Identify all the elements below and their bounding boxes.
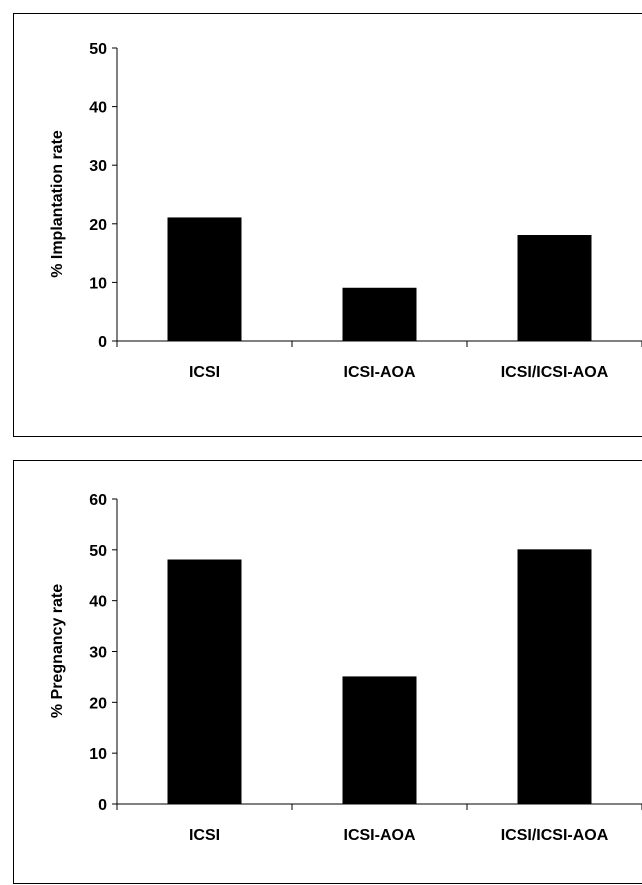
y-tick-label: 50 bbox=[89, 543, 107, 560]
y-tick-label: 20 bbox=[89, 695, 107, 712]
y-tick-label: 60 bbox=[89, 492, 107, 509]
y-tick-label: 40 bbox=[89, 594, 107, 611]
bar-icsi-aoa bbox=[342, 287, 417, 342]
bar-icsi bbox=[167, 217, 242, 342]
y-tick-label: 30 bbox=[89, 645, 107, 662]
x-category-label: ICSI bbox=[189, 364, 220, 381]
y-axis-title: % Implantation rate bbox=[49, 130, 66, 278]
bar-icsi-icsi-aoa bbox=[517, 235, 592, 342]
x-category-label: ICSI-AOA bbox=[344, 364, 416, 381]
x-category-label: ICSI/ICSI-AOA bbox=[501, 364, 609, 381]
y-tick-label: 40 bbox=[89, 100, 107, 117]
implantation-chart-panel: % Implantation rate 0 10 20 30 40 50 ICSI ICSI-… bbox=[13, 13, 642, 437]
pregnancy-bar-chart: % Pregnancy rate 0 10 20 30 40 50 60 ICSI ICSI-A… bbox=[49, 492, 642, 844]
y-tick-label: 30 bbox=[89, 158, 107, 175]
y-tick-label: 20 bbox=[89, 217, 107, 234]
pregnancy-chart-panel: % Pregnancy rate 0 10 20 30 40 50 60 ICSI ICSI-A… bbox=[13, 460, 642, 884]
y-tick-label: 50 bbox=[89, 41, 107, 58]
y-tick-label: 0 bbox=[98, 797, 107, 814]
bar-icsi-icsi-aoa bbox=[517, 549, 592, 805]
x-category-label: ICSI/ICSI-AOA bbox=[501, 827, 609, 844]
y-tick-label: 10 bbox=[89, 746, 107, 763]
x-category-label: ICSI-AOA bbox=[344, 827, 416, 844]
bar-icsi bbox=[167, 559, 242, 805]
y-axis-title-group: % Pregnancy rate bbox=[49, 584, 66, 718]
bar-icsi-aoa bbox=[342, 676, 417, 805]
x-category-label: ICSI bbox=[189, 827, 220, 844]
y-axis-title: % Pregnancy rate bbox=[49, 584, 66, 718]
y-axis-title-group: % Implantation rate bbox=[49, 130, 66, 278]
implantation-bar-chart: % Implantation rate 0 10 20 30 40 50 ICSI ICSI-… bbox=[49, 41, 642, 381]
y-tick-label: 0 bbox=[98, 334, 107, 351]
y-tick-label: 10 bbox=[89, 275, 107, 292]
